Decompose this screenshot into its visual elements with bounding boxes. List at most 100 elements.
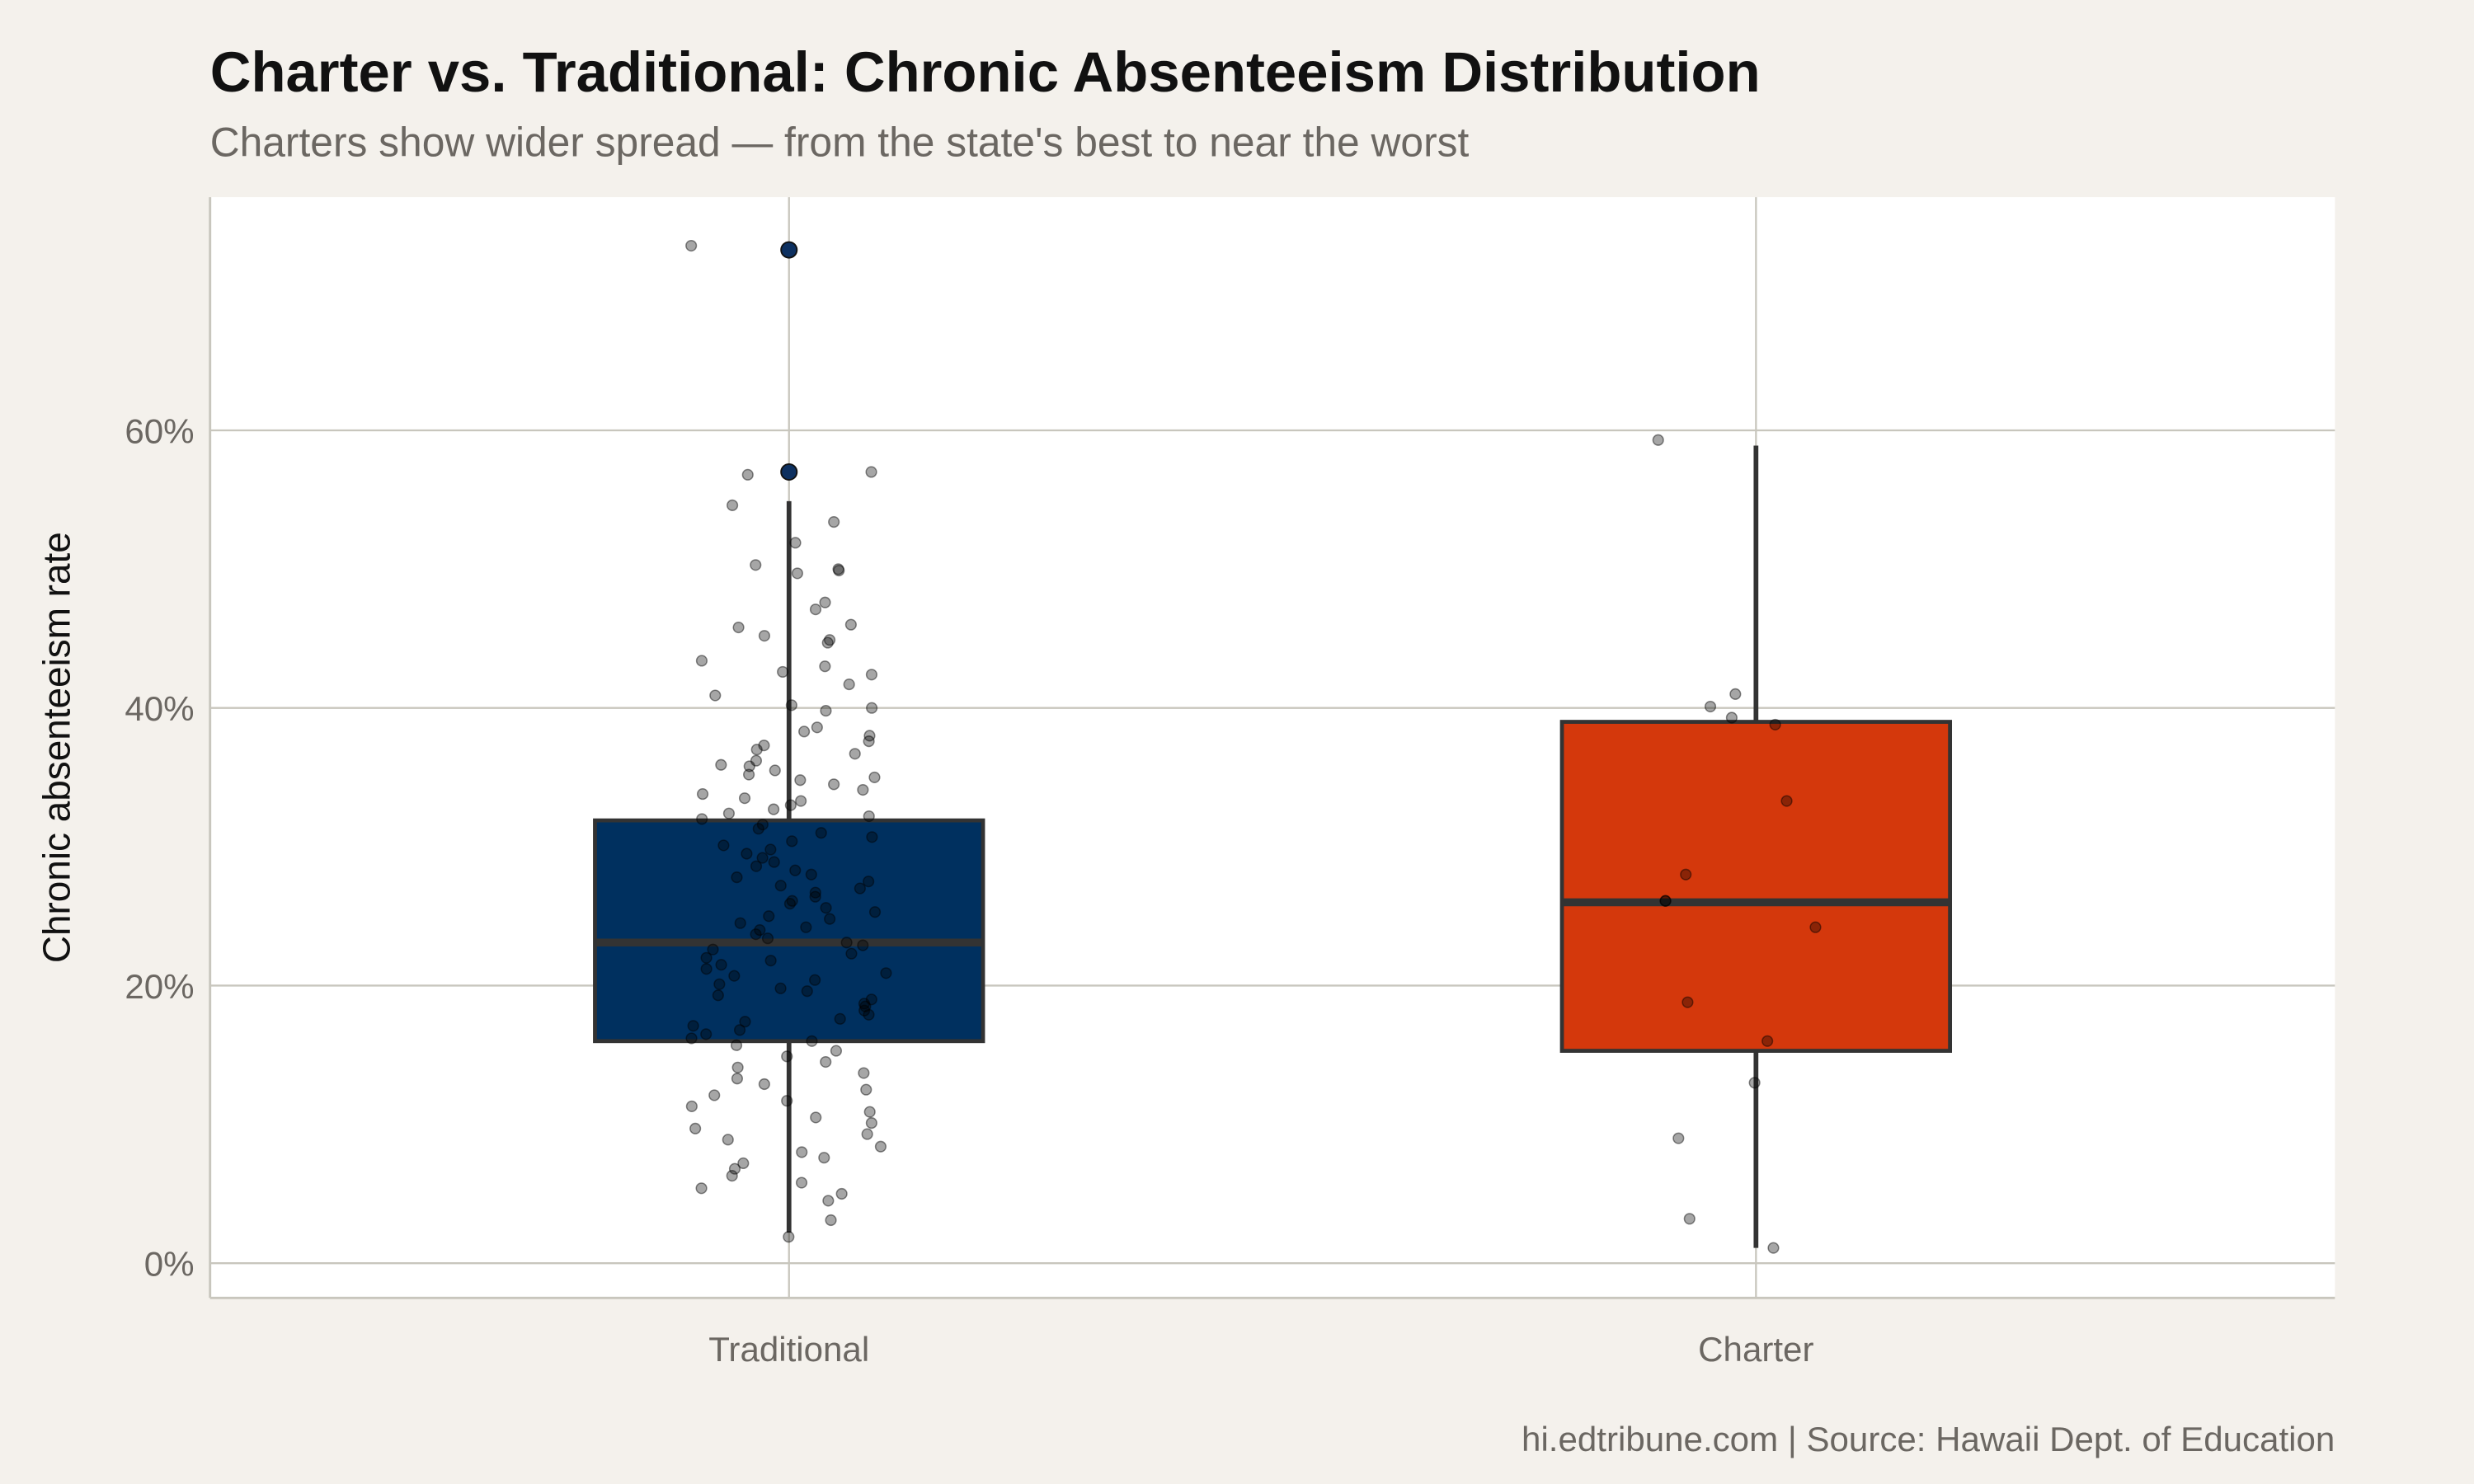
jitter-point	[858, 1067, 870, 1079]
jitter-point	[786, 835, 798, 848]
jitter-point	[822, 1195, 835, 1207]
box-charter	[1559, 720, 1953, 1053]
jitter-point	[731, 1061, 744, 1073]
jitter-point	[695, 1182, 708, 1195]
jitter-point	[1681, 996, 1694, 1008]
jitter-point	[832, 563, 844, 575]
jitter-points	[685, 239, 1822, 1254]
jitter-point	[756, 852, 769, 864]
jitter-point	[833, 564, 845, 577]
jitter-point	[715, 959, 727, 971]
jitter-point	[783, 898, 796, 910]
jitter-point	[843, 679, 855, 691]
jitter-point	[700, 1028, 713, 1040]
jitter-point	[815, 827, 827, 839]
jitter-point	[685, 1032, 698, 1045]
jitter-point	[854, 882, 866, 895]
y-tick-labels: 0% 20% 40% 60%	[125, 411, 194, 1283]
jitter-point	[758, 740, 770, 752]
jitter-point	[732, 621, 745, 634]
jitter-point	[809, 886, 821, 899]
jitter-point	[781, 1050, 793, 1063]
jitter-point	[1725, 711, 1738, 724]
jitter-point	[865, 466, 877, 478]
jitter-point	[863, 1106, 876, 1118]
jitter-point	[750, 860, 763, 872]
jitter-point	[730, 1039, 743, 1051]
jitter-point	[728, 970, 741, 982]
jitter-point	[758, 630, 770, 642]
jitter-point	[733, 1024, 746, 1036]
x-tick-labels: Traditional Charter	[708, 1330, 1813, 1369]
jitter-point	[750, 744, 763, 756]
jitter-point	[685, 239, 698, 252]
jitter-point	[819, 660, 831, 673]
jitter-point	[865, 993, 877, 1006]
jitter-point	[866, 831, 878, 843]
jitter-point	[712, 989, 724, 1002]
jitter-point	[696, 788, 709, 801]
jitter-point	[791, 567, 803, 580]
chart-subtitle: Charters show wider spread — from the st…	[210, 119, 1470, 165]
jitter-point	[849, 748, 861, 760]
jitter-point	[734, 917, 746, 929]
jitter-point	[801, 985, 813, 998]
jitter-point	[1659, 895, 1672, 907]
jitter-point	[781, 1095, 793, 1107]
jitter-point	[828, 778, 840, 791]
jitter-point	[768, 856, 780, 868]
jitter-point	[1672, 1132, 1685, 1144]
jitter-point	[768, 803, 780, 815]
jitter-point	[700, 963, 713, 975]
jitter-point	[717, 839, 730, 852]
jitter-point	[700, 951, 713, 964]
y-axis-label: Chronic absenteeism rate	[35, 532, 78, 963]
jitter-point	[795, 1176, 808, 1189]
jitter-point	[863, 735, 875, 748]
jitter-point	[696, 813, 708, 825]
jitter-point	[741, 468, 754, 481]
jitter-point	[713, 978, 726, 990]
jitter-point	[834, 1012, 846, 1025]
jitter-point	[820, 704, 832, 717]
jitter-point	[750, 559, 762, 571]
jitter-point	[707, 943, 719, 956]
jitter-point	[764, 843, 777, 856]
jitter-point	[810, 1111, 822, 1124]
jitter-point	[1767, 1242, 1780, 1254]
jitter-point	[756, 819, 769, 831]
jitter-point	[789, 537, 802, 549]
jitter-point	[794, 774, 807, 787]
jitter-point	[863, 876, 875, 888]
jitter-point	[795, 795, 807, 807]
jitter-point	[786, 895, 798, 907]
jitter-point	[726, 1170, 738, 1182]
outlier-point	[780, 241, 798, 259]
jitter-point	[805, 868, 817, 881]
jitter-point	[824, 913, 836, 925]
boxes	[593, 241, 1953, 1248]
jitter-point	[785, 699, 797, 711]
jitter-point	[860, 1083, 872, 1096]
jitter-point	[880, 967, 892, 979]
jitter-point	[820, 902, 832, 914]
jitter-point	[840, 937, 853, 949]
jitter-point	[823, 634, 836, 646]
jitter-point	[743, 768, 755, 781]
jitter-point	[739, 1016, 751, 1028]
jitter-point	[1659, 895, 1672, 907]
jitter-point	[750, 754, 763, 767]
jitter-point	[865, 669, 878, 681]
jitter-point	[857, 939, 869, 951]
jitter-point	[777, 665, 789, 679]
jitter-point	[1761, 1035, 1774, 1047]
jitter-point	[798, 726, 811, 738]
jitter-point	[863, 810, 875, 823]
jitter-point	[1769, 718, 1781, 730]
caption: hi.edtribune.com | Source: Hawaii Dept. …	[1522, 1420, 2335, 1458]
jitter-point	[1704, 700, 1717, 713]
jitter-point	[825, 1214, 837, 1227]
y-tick-label: 0%	[144, 1244, 195, 1283]
jitter-point	[874, 1140, 887, 1153]
